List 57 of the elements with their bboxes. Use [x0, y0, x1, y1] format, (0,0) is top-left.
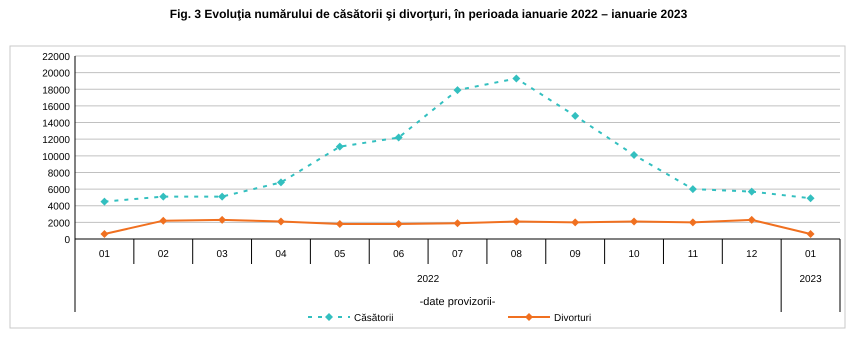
x-tick-label: 11 [688, 249, 699, 260]
y-tick-label: 22000 [42, 52, 70, 63]
y-tick-label: 10000 [42, 152, 70, 163]
point [512, 74, 520, 82]
y-tick-label: 2000 [48, 218, 70, 230]
point [336, 220, 344, 228]
y-tick-label: 16000 [42, 102, 70, 113]
x-tick-label: 01 [805, 249, 817, 260]
point [688, 185, 697, 194]
x-tick-label: 08 [510, 249, 522, 260]
y-tick-label: 18000 [42, 85, 70, 96]
text: 2023 [799, 274, 822, 285]
text: 2022 [416, 274, 440, 285]
point [336, 142, 344, 151]
y-tick-label: 0 [64, 235, 70, 246]
y-tick-label: 20000 [42, 68, 70, 80]
x-tick-label: 12 [746, 249, 758, 260]
point [748, 188, 756, 196]
point [218, 192, 226, 201]
x-tick-label: 06 [393, 249, 405, 260]
point [218, 216, 226, 224]
text: -date provizorii- [420, 296, 496, 308]
legend-label: Divorturi [554, 313, 592, 324]
chart-title: Fig. 3 Evoluţia numărului de căsătorii şi divorţuri, în perioada ianuarie 2022 – ianuarie 2023 [170, 7, 688, 21]
point [100, 230, 108, 238]
point [394, 220, 403, 228]
point [806, 194, 815, 202]
y-tick-label: 12000 [42, 135, 70, 146]
point [748, 216, 756, 224]
x-tick-label: 04 [275, 249, 287, 260]
point [276, 178, 285, 186]
point [571, 112, 580, 120]
x-tick-label: 03 [216, 249, 228, 260]
x-tick-label: 07 [452, 249, 464, 260]
point [159, 192, 168, 201]
point [394, 134, 403, 142]
x-tick-label: 01 [98, 249, 110, 260]
point [512, 218, 520, 226]
x-tick-label: 10 [628, 249, 640, 260]
point [688, 218, 697, 226]
point [806, 230, 815, 238]
point [159, 216, 168, 225]
x-tick-label: 05 [334, 249, 346, 260]
y-tick-label: 14000 [42, 118, 70, 130]
x-tick-label: 09 [570, 249, 582, 260]
point [630, 218, 638, 226]
point [100, 198, 108, 206]
point [630, 150, 638, 159]
y-tick-label: 8000 [48, 168, 70, 180]
point [454, 86, 462, 94]
point [454, 219, 462, 228]
point [276, 218, 285, 226]
x-tick-label: 02 [158, 249, 170, 260]
y-tick-label: 6000 [48, 185, 70, 196]
y-tick-label: 4000 [48, 202, 70, 213]
point [571, 218, 580, 226]
legend-label: Căsătorii [354, 313, 394, 324]
